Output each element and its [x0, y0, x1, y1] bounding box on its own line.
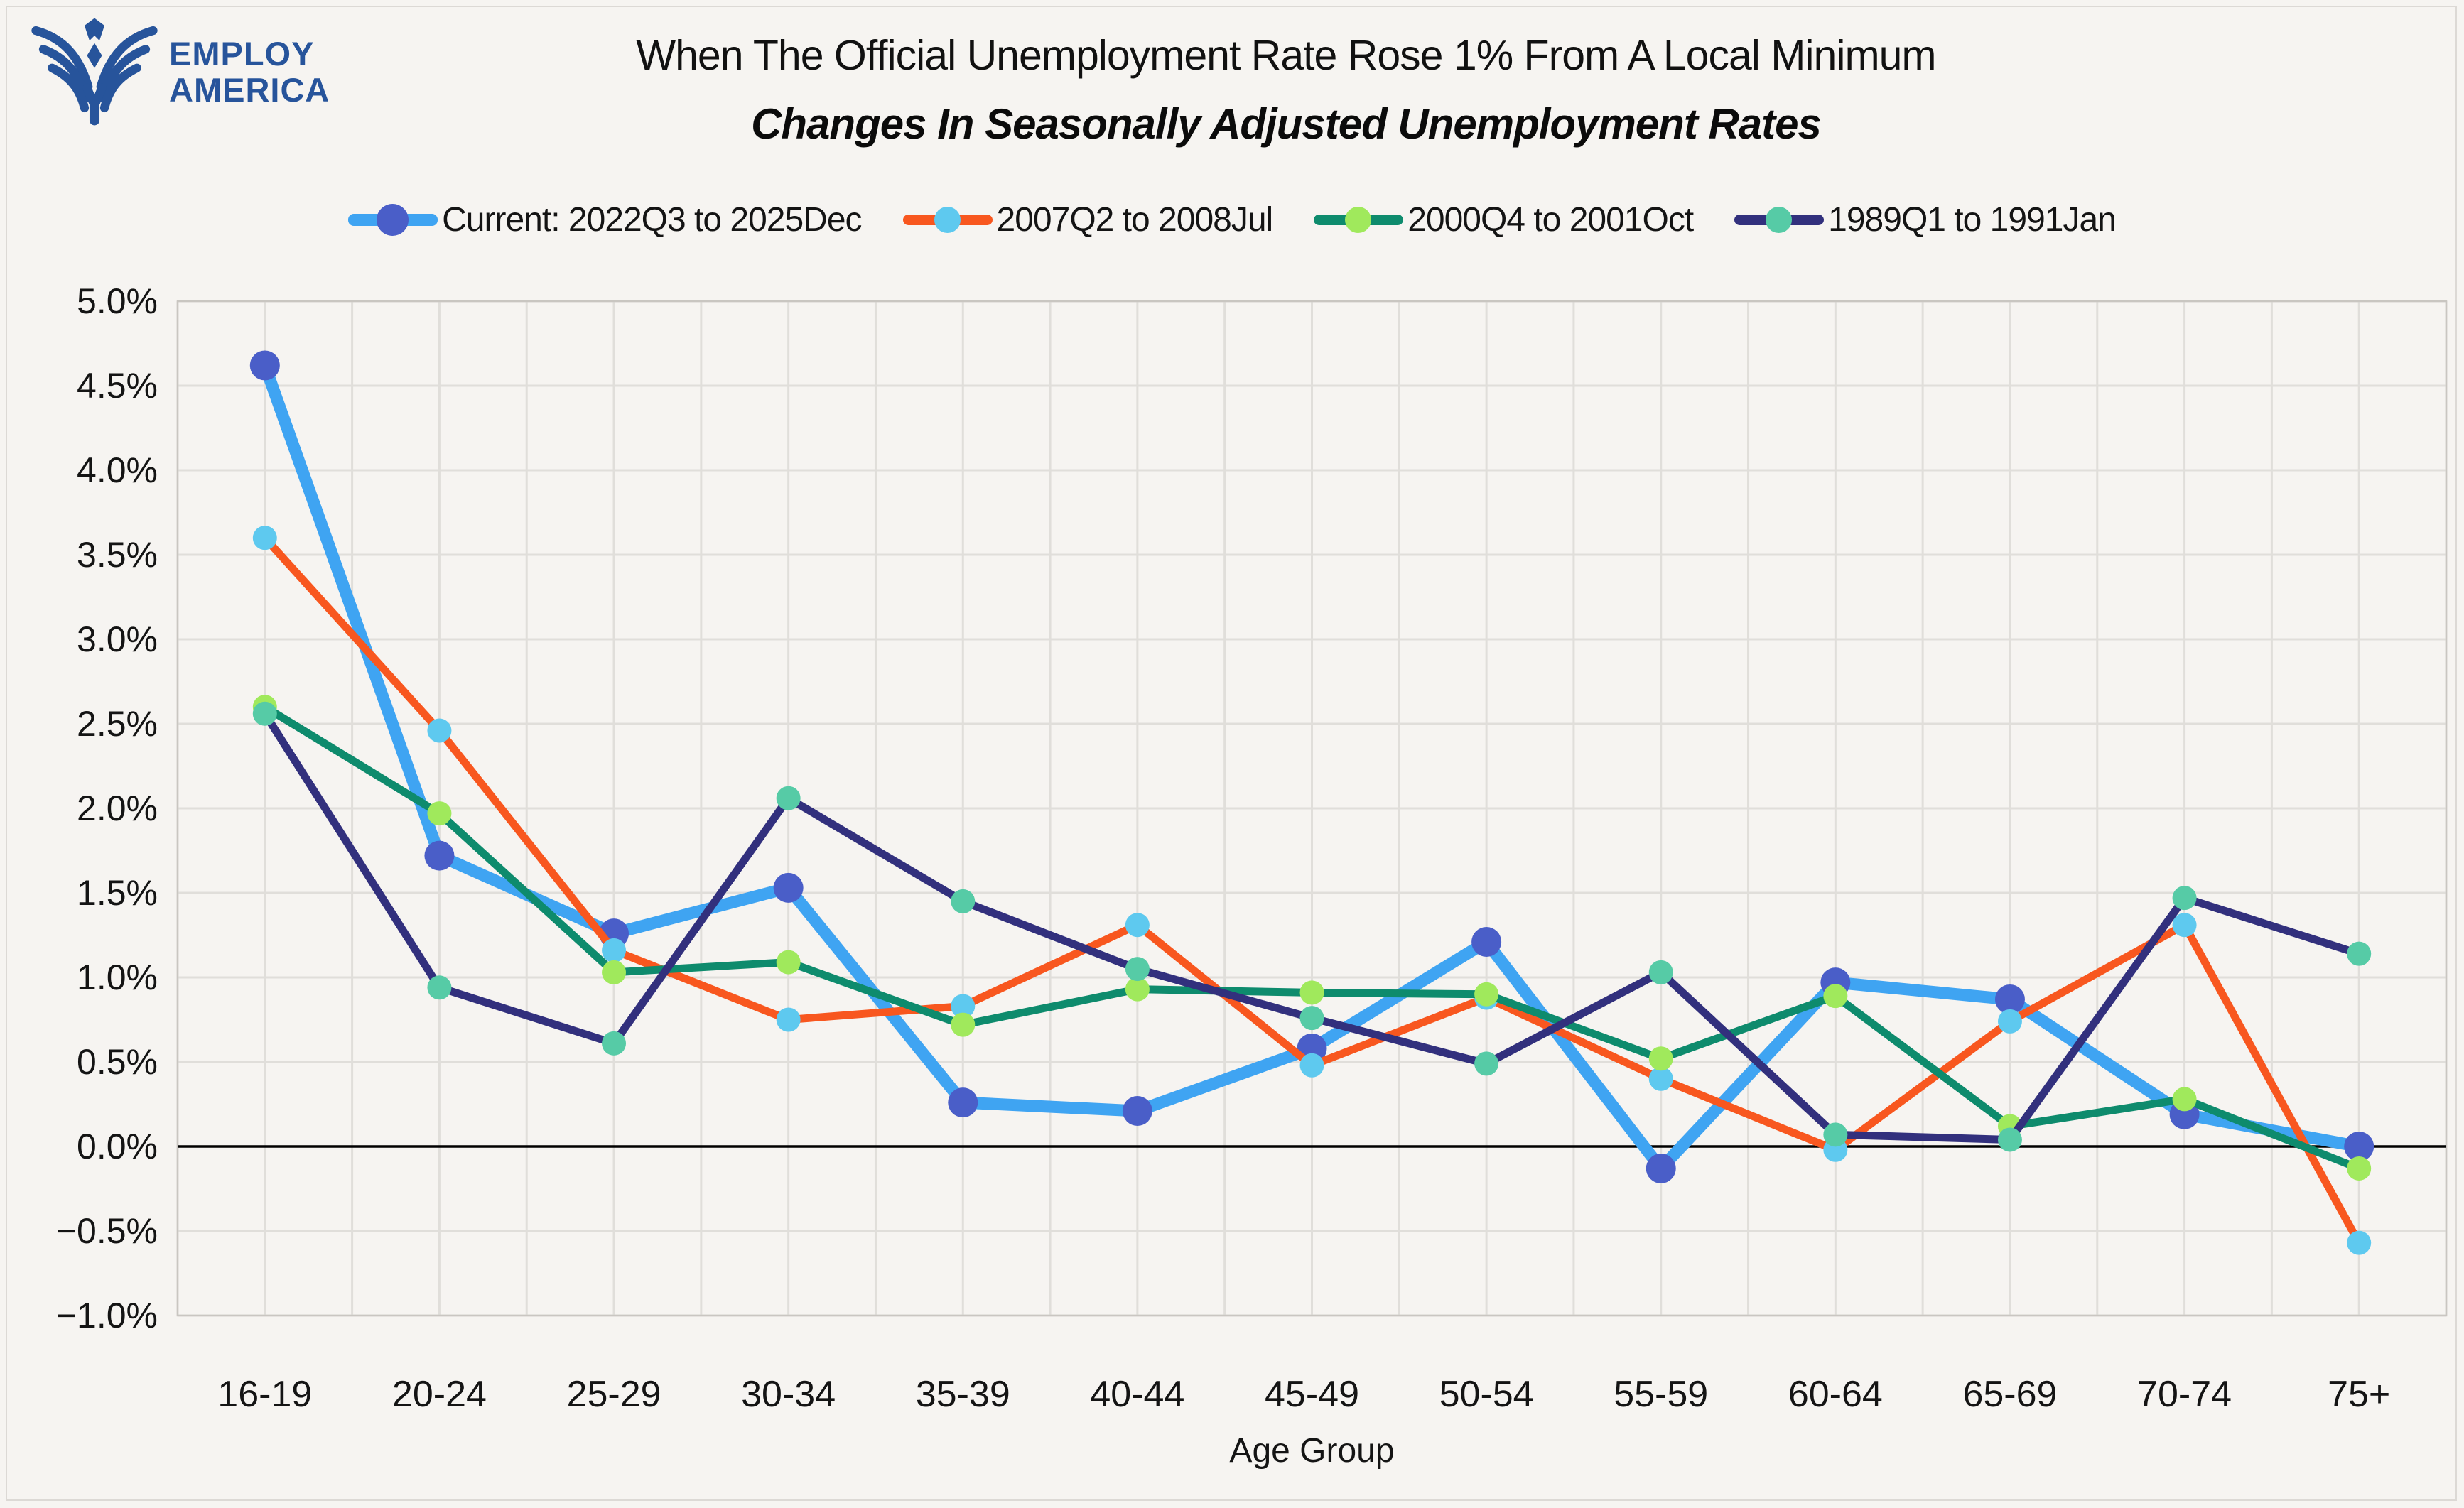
- data-point-1-25-29: [602, 938, 627, 962]
- data-point-0-30-34: [773, 872, 804, 903]
- legend-item-1989: 1989Q1 to 1991Jan: [1734, 200, 2117, 239]
- data-point-0-35-39: [948, 1087, 978, 1118]
- data-point-3-16-19: [252, 701, 277, 726]
- x-tick-label: 20-24: [392, 1374, 487, 1415]
- y-tick-label: 3.5%: [77, 535, 158, 575]
- x-tick-label: 60-64: [1788, 1374, 1883, 1415]
- data-point-0-75+: [2344, 1132, 2374, 1161]
- x-tick-label: 35-39: [916, 1374, 1010, 1415]
- y-tick-label: 4.5%: [77, 366, 158, 406]
- y-tick-label: 4.0%: [77, 450, 158, 490]
- data-point-0-40-44: [1122, 1096, 1152, 1127]
- data-point-3-30-34: [776, 786, 801, 810]
- data-point-0-50-54: [1471, 927, 1502, 958]
- data-point-2-25-29: [602, 960, 627, 984]
- data-point-3-40-44: [1125, 957, 1150, 982]
- eagle-icon: [31, 18, 158, 126]
- data-point-1-30-34: [776, 1007, 801, 1032]
- data-point-3-25-29: [602, 1031, 627, 1056]
- data-point-1-45-49: [1299, 1053, 1324, 1078]
- y-tick-label: 1.5%: [77, 873, 158, 913]
- data-point-1-16-19: [252, 526, 277, 550]
- y-tick-label: 5.0%: [77, 281, 158, 321]
- y-tick-label: 2.5%: [77, 704, 158, 744]
- data-point-3-60-64: [1823, 1122, 1848, 1147]
- data-point-2-35-39: [951, 1012, 976, 1037]
- x-tick-label: 30-34: [741, 1374, 836, 1415]
- y-tick-label: 3.0%: [77, 619, 158, 659]
- data-point-2-75+: [2347, 1156, 2372, 1181]
- data-point-2-70-74: [2172, 1087, 2197, 1112]
- y-tick-label: 1.0%: [77, 958, 158, 997]
- x-tick-label: 65-69: [1962, 1374, 2057, 1415]
- logo-text-line2: AMERICA: [169, 71, 330, 109]
- legend-swatch-current: [348, 203, 438, 237]
- data-point-3-55-59: [1648, 960, 1673, 984]
- x-tick-label: 45-49: [1265, 1374, 1359, 1415]
- legend-marker-icon: [1345, 206, 1372, 233]
- x-tick-label: 16-19: [217, 1374, 312, 1415]
- data-point-0-16-19: [249, 350, 280, 381]
- data-point-3-70-74: [2172, 886, 2197, 911]
- chart-title: When The Official Unemployment Rate Rose…: [636, 32, 1936, 79]
- data-point-2-40-44: [1125, 977, 1150, 1002]
- legend-label: 2007Q2 to 2008Jul: [996, 201, 1274, 239]
- legend-marker-icon: [934, 206, 961, 233]
- x-axis-title: Age Group: [1229, 1432, 1395, 1470]
- legend-label: Current: 2022Q3 to 2025Dec: [442, 201, 862, 239]
- legend-swatch-1989: [1734, 204, 1825, 237]
- data-point-3-35-39: [951, 889, 976, 913]
- data-point-1-75+: [2347, 1230, 2372, 1255]
- legend-item-current: Current: 2022Q3 to 2025Dec: [348, 200, 863, 239]
- x-tick-label: 70-74: [2137, 1374, 2232, 1415]
- legend-swatch-2000: [1314, 204, 1404, 237]
- data-point-2-20-24: [427, 801, 452, 826]
- legend-item-2007: 2007Q2 to 2008Jul: [902, 200, 1274, 239]
- x-tick-label: 40-44: [1090, 1374, 1184, 1415]
- legend-item-2000: 2000Q4 to 2001Oct: [1314, 200, 1694, 239]
- data-point-0-55-59: [1646, 1153, 1676, 1183]
- data-point-3-75+: [2347, 941, 2372, 966]
- logo-text-line1: EMPLOY: [169, 35, 315, 72]
- data-point-2-50-54: [1474, 982, 1499, 1007]
- data-point-2-60-64: [1823, 984, 1848, 1009]
- data-point-1-70-74: [2172, 913, 2197, 938]
- data-point-1-20-24: [427, 718, 452, 743]
- data-point-3-50-54: [1474, 1051, 1499, 1076]
- y-tick-label: 0.0%: [77, 1127, 158, 1166]
- y-tick-label: 0.5%: [77, 1042, 158, 1082]
- x-tick-label: 55-59: [1614, 1374, 1708, 1415]
- legend-swatch-2007: [902, 204, 993, 237]
- legend-label: 1989Q1 to 1991Jan: [1828, 201, 2117, 239]
- chart-subtitle: Changes In Seasonally Adjusted Unemploym…: [751, 100, 1822, 148]
- legend-marker-icon: [377, 203, 409, 236]
- y-tick-label: −0.5%: [56, 1211, 158, 1251]
- y-tick-label: −1.0%: [56, 1296, 158, 1335]
- data-point-1-65-69: [1997, 1009, 2022, 1034]
- y-tick-label: 2.0%: [77, 788, 158, 828]
- data-point-3-45-49: [1299, 1006, 1324, 1031]
- legend: Current: 2022Q3 to 2025Dec 2007Q2 to 200…: [0, 200, 2464, 239]
- employ-america-logo: EMPLOY AMERICA: [30, 16, 330, 128]
- data-point-2-30-34: [776, 950, 801, 975]
- data-point-0-65-69: [1994, 984, 2025, 1014]
- plot-border: [176, 300, 2448, 1317]
- x-tick-label: 50-54: [1439, 1374, 1534, 1415]
- data-point-3-65-69: [1997, 1127, 2022, 1152]
- data-point-2-55-59: [1648, 1046, 1673, 1071]
- legend-label: 2000Q4 to 2001Oct: [1407, 201, 1694, 239]
- data-point-2-45-49: [1299, 980, 1324, 1005]
- data-point-1-40-44: [1125, 913, 1150, 938]
- data-point-1-35-39: [951, 994, 976, 1019]
- data-point-0-20-24: [424, 840, 455, 871]
- x-tick-label: 25-29: [567, 1374, 661, 1415]
- data-point-1-55-59: [1648, 1066, 1673, 1091]
- x-tick-label: 75+: [2328, 1374, 2390, 1415]
- legend-marker-icon: [1766, 206, 1793, 233]
- data-point-3-20-24: [427, 975, 452, 1000]
